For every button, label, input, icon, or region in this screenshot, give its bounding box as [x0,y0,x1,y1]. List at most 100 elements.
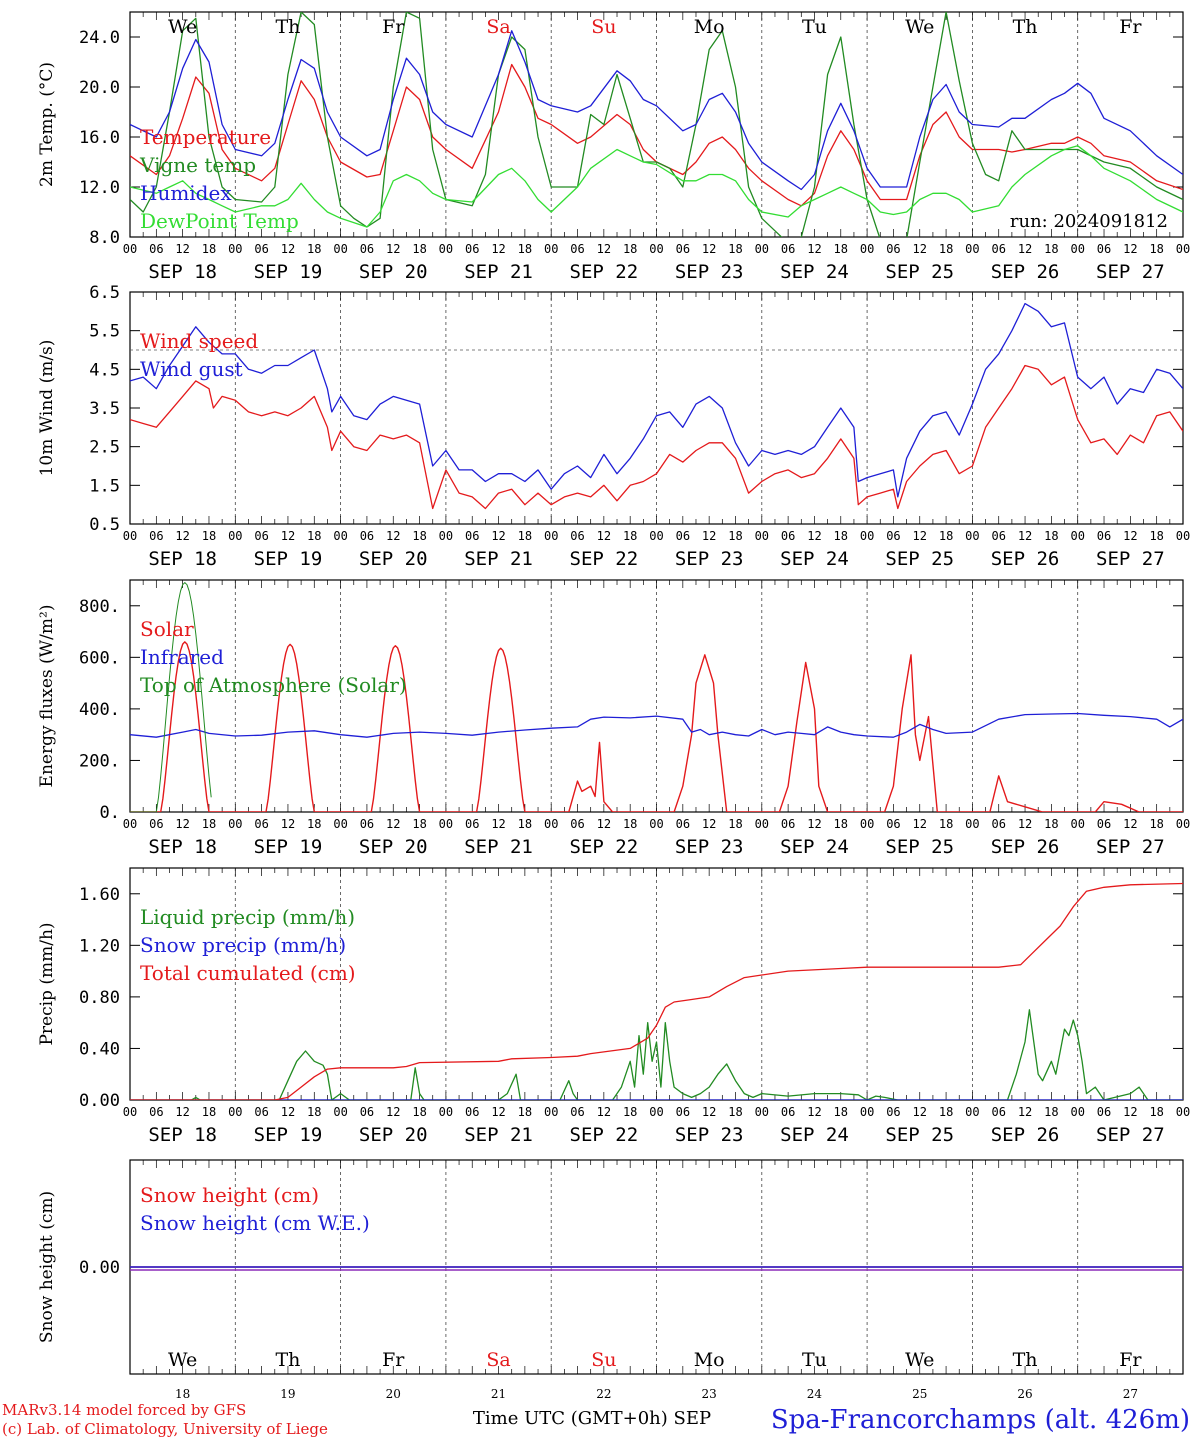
hour-tick-label: 06 [254,242,268,256]
credit-line-1: MARv3.14 model forced by GFS [2,1401,246,1419]
hour-tick-label: 00 [755,817,769,831]
hour-tick-label: 00 [860,817,874,831]
day-name-top: Sa [486,16,510,38]
date-label: SEP 22 [570,836,639,858]
hour-tick-label: 00 [649,817,663,831]
legend-entry: Total cumulated (cm) [140,961,356,985]
hour-ticks [129,1160,1184,1374]
date-label: SEP 20 [359,261,428,283]
y-tick-label: 800. [79,597,120,617]
y-tick-label: 6.5 [89,283,120,303]
date-label: SEP 26 [991,261,1060,283]
hour-tick-label: 18 [1044,1105,1058,1119]
y-tick-label: 0.40 [79,1039,120,1059]
hour-tick-label: 12 [702,529,716,543]
panels: 8.0 12.0 16.0 20.0 24.0 2m Temp. (°C) 00 06 12 18… [37,11,1190,1401]
hour-tick-label: 00 [965,242,979,256]
hour-tick-label: 18 [1044,817,1058,831]
hour-tick-label: 18 [623,1105,637,1119]
legend-entry: Infrared [140,645,224,669]
hour-tick-label: 06 [991,817,1005,831]
day-name-top: Su [591,16,616,38]
hour-tick-label: 06 [465,242,479,256]
hour-tick-label: 18 [1044,529,1058,543]
hour-tick-label: 00 [123,817,137,831]
hour-tick-label: 00 [1070,242,1084,256]
y-tick-label: 24.0 [79,28,120,48]
series-group [130,302,1183,510]
series-group [130,882,1183,1100]
date-label: SEP 21 [464,836,533,858]
day-number: 25 [912,1387,927,1401]
day-name-bottom: Tu [802,1349,827,1371]
date-label: SEP 19 [254,1124,323,1146]
date-label: SEP 25 [885,836,954,858]
hour-tick-label: 12 [386,1105,400,1119]
hour-tick-label: 12 [597,817,611,831]
hour-tick-label: 06 [676,242,690,256]
hour-tick-label: 18 [834,242,848,256]
date-label: SEP 27 [1096,261,1165,283]
date-label: SEP 22 [570,261,639,283]
day-name-top: Fr [1119,16,1142,38]
hour-tick-label: 06 [991,529,1005,543]
hour-tick-label: 06 [570,1105,584,1119]
hour-tick-label: 12 [702,242,716,256]
legend-entry: DewPoint Temp [140,209,299,233]
hour-tick-label: 06 [254,1105,268,1119]
hour-tick-label: 18 [939,242,953,256]
date-label: SEP 19 [254,836,323,858]
y-axis: 8.0 12.0 16.0 20.0 24.0 [79,28,1183,248]
hour-tick-label: 18 [834,817,848,831]
hour-tick-label: 18 [518,817,532,831]
hour-tick-label: 00 [965,1105,979,1119]
day-name-bottom: Fr [382,1349,405,1371]
hour-ticks [129,292,1184,524]
day-name-top: Th [1013,16,1038,38]
hour-tick-label: 18 [202,529,216,543]
hour-tick-label: 12 [281,242,295,256]
hour-tick-label: 12 [807,817,821,831]
date-label: SEP 20 [359,548,428,570]
legend-entry: Vigne temp [139,153,256,177]
date-label: SEP 23 [675,836,744,858]
hour-tick-label: 06 [570,242,584,256]
hour-tick-label: 12 [913,242,927,256]
hour-tick-label: 06 [465,817,479,831]
y-tick-label: 0.5 [89,515,120,535]
series-wind-speed [130,364,1183,510]
y-tick-label: 12.0 [79,178,120,198]
day-number: 19 [280,1387,295,1401]
legend-entry: Humidex [140,181,232,205]
hour-tick-label: 12 [175,242,189,256]
series-vigne-temp [130,12,1183,237]
x-axis: 00 06 12 18 SEP 18 00 06 12 18 SEP 19 00 06 12 18 SEP … [123,242,1190,283]
x-axis-title: Time UTC (GMT+0h) SEP [473,1408,711,1429]
hour-tick-label: 00 [333,817,347,831]
date-label: SEP 24 [780,836,849,858]
day-name-bottom: Th [275,1349,300,1371]
hour-tick-label: 06 [886,817,900,831]
hour-tick-label: 00 [544,817,558,831]
hour-tick-label: 06 [360,1105,374,1119]
hour-tick-label: 12 [175,1105,189,1119]
hour-tick-label: 06 [254,529,268,543]
hour-tick-label: 06 [570,817,584,831]
date-label: SEP 25 [885,261,954,283]
hour-tick-label: 00 [333,242,347,256]
hour-tick-label: 12 [1123,1105,1137,1119]
hour-ticks [129,580,1184,812]
y-axis-title: Energy fluxes (W/m²) [37,605,57,788]
hour-tick-label: 18 [728,1105,742,1119]
hour-tick-label: 18 [623,817,637,831]
date-label: SEP 23 [675,1124,744,1146]
hour-tick-label: 00 [1176,1105,1190,1119]
hour-tick-label: 12 [491,817,505,831]
day-number: 23 [702,1387,717,1401]
hour-tick-label: 00 [1070,529,1084,543]
hour-tick-label: 18 [307,529,321,543]
date-label: SEP 21 [464,261,533,283]
hour-tick-label: 06 [149,1105,163,1119]
hour-tick-label: 18 [518,242,532,256]
